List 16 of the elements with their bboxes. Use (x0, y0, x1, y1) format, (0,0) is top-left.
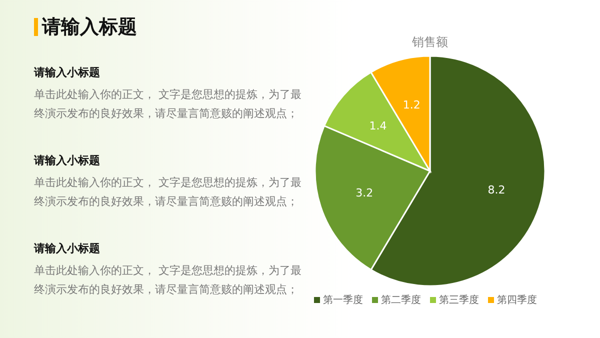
text: 请输入小标题 (34, 153, 100, 168)
data-label: 8.2 (488, 183, 506, 196)
data-label: 1.2 (402, 98, 420, 112)
text: 请输入小标题 (34, 65, 100, 80)
data-label: 1.4 (369, 120, 387, 133)
text: 单击此处输入你的正文， 文字是您思想的提炼，为了最终演示发布的良好效果，请尽量言简意赅的阐述观点； (34, 263, 302, 298)
legend-label: 第一季度 (323, 294, 363, 306)
text: 单击此处输入你的正文， 文字是您思想的提炼，为了最终演示发布的良好效果，请尽量言简意赅的阐述观点； (34, 175, 302, 210)
legend-label: 第二季度 (381, 294, 421, 306)
text: 请输入标题 (42, 15, 137, 40)
text: 请输入小标题 (34, 241, 100, 256)
legend-label: 第四季度 (497, 294, 537, 306)
data-label: 3.2 (356, 186, 374, 200)
text: 单击此处输入你的正文， 文字是您思想的提炼，为了最终演示发布的良好效果，请尽量言简意赅的阐述观点； (34, 87, 302, 122)
chart-title: 销售额 (411, 35, 448, 49)
legend-label: 第三季度 (439, 294, 479, 306)
